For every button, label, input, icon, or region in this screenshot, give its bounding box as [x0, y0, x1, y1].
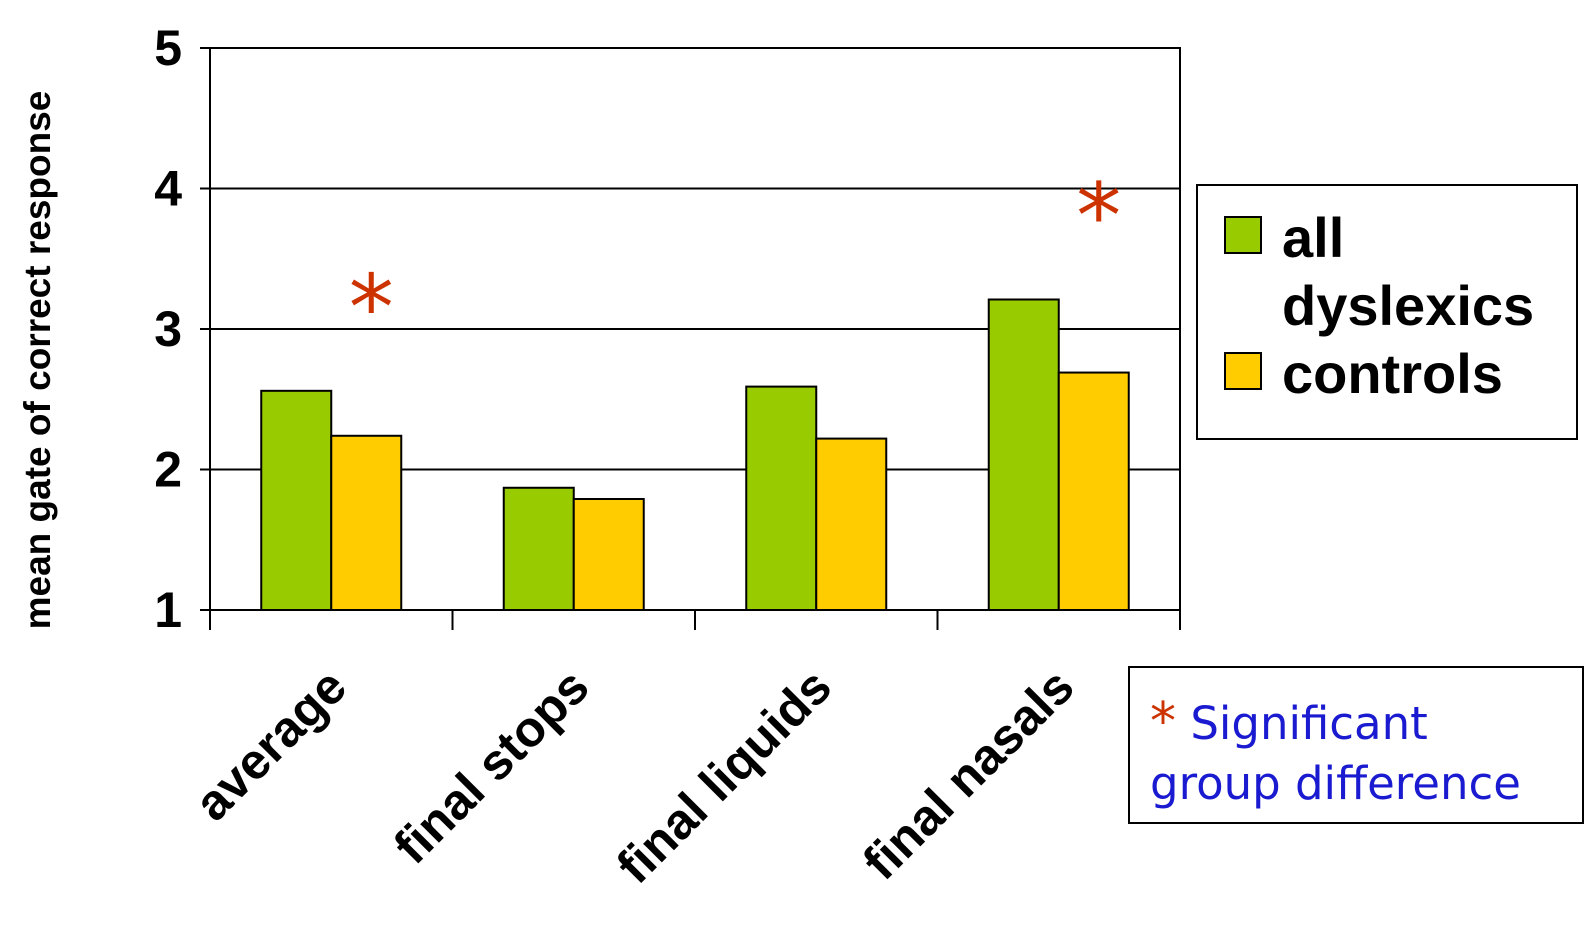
- bar-all-dyslexics-final-nasals: [987, 298, 1060, 611]
- bar-all-dyslexics-final-stops: [502, 486, 575, 612]
- legend-label: controls: [1282, 342, 1503, 405]
- bar-controls-average: [330, 434, 403, 611]
- significance-asterisk-icon: *: [349, 256, 394, 361]
- bar-controls-final-nasals: [1057, 371, 1130, 611]
- y-tick-label: 2: [154, 442, 182, 498]
- note-line-2: group difference: [1150, 757, 1521, 810]
- y-tick-labels: 1 2 3 4 5: [154, 20, 182, 638]
- significance-note: * Significant group difference: [1128, 666, 1584, 824]
- asterisk-icon: *: [1150, 692, 1176, 752]
- y-tick-label: 1: [154, 582, 182, 638]
- legend-label: all dyslexics: [1282, 206, 1535, 337]
- note-text-1: Significant: [1190, 697, 1428, 750]
- y-axis-label: mean gate of correct response: [17, 91, 58, 630]
- legend-swatch-green: [1224, 216, 1262, 254]
- axes: [200, 47, 1181, 630]
- significance-asterisk-icon: *: [1076, 164, 1121, 269]
- y-tick-label: 3: [154, 301, 182, 357]
- x-tick-label: final stops: [383, 658, 599, 874]
- legend: all dyslexics controls: [1196, 184, 1578, 440]
- bar-controls-final-stops: [572, 498, 645, 612]
- bar-all-dyslexics-final-liquids: [745, 385, 818, 612]
- y-tick-label: 4: [154, 161, 182, 217]
- y-tick-label: 5: [154, 20, 182, 76]
- note-line-1: * Significant: [1150, 692, 1582, 754]
- legend-swatch-yellow: [1224, 352, 1262, 390]
- significance-markers: **: [349, 164, 1122, 360]
- x-tick-label: average: [184, 658, 357, 831]
- legend-item-all-dyslexics: all dyslexics: [1224, 204, 1572, 340]
- legend-item-controls: controls: [1224, 340, 1572, 408]
- x-tick-labels: average final stops final liquids final nas…: [184, 658, 1085, 894]
- x-tick-label: final nasals: [852, 658, 1084, 890]
- bar-controls-final-liquids: [815, 437, 888, 611]
- bar-all-dyslexics-average: [260, 389, 333, 611]
- x-tick-label: final liquids: [606, 658, 842, 894]
